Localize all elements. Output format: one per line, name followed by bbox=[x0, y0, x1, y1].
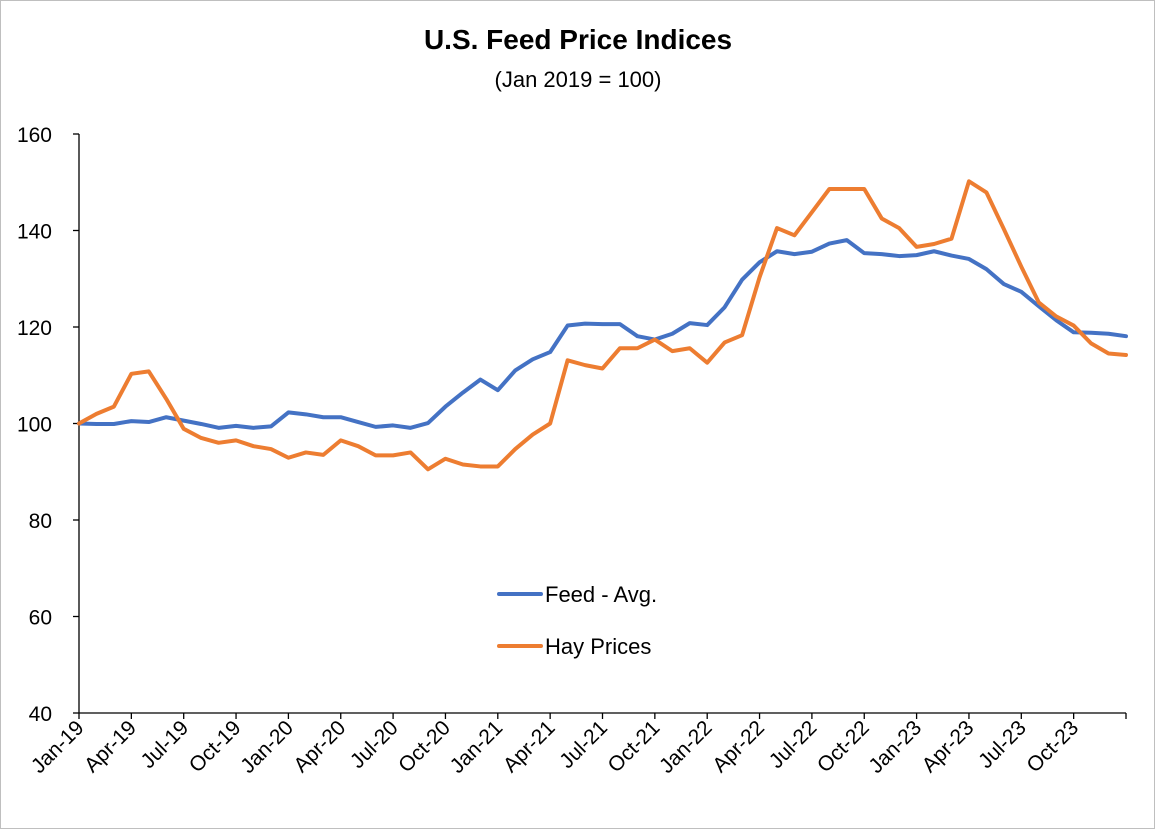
y-axis: 40 60 80 100 120 140 160 bbox=[17, 124, 80, 726]
x-tick-label: Oct-20 bbox=[394, 716, 455, 777]
y-tick-label: 160 bbox=[17, 124, 52, 147]
legend-label-feed-avg: Feed - Avg. bbox=[545, 582, 657, 607]
x-tick-label: Oct-19 bbox=[185, 716, 246, 777]
x-tick-label: Oct-23 bbox=[1022, 716, 1083, 777]
x-tick-label: Apr-20 bbox=[289, 716, 350, 777]
y-tick-label: 60 bbox=[29, 607, 52, 630]
x-axis: Jan-19Apr-19Jul-19Oct-19Jan-20Apr-20Jul-… bbox=[27, 712, 1127, 778]
x-tick-label: Jan-20 bbox=[236, 716, 298, 778]
series-line-hay-prices bbox=[77, 179, 1128, 472]
x-tick-label: Jul-23 bbox=[974, 716, 1031, 773]
x-tick-label: Jul-22 bbox=[765, 716, 822, 773]
series-line-feed-avg bbox=[77, 238, 1128, 430]
x-tick-label: Jul-19 bbox=[137, 716, 194, 773]
x-tick-label: Jan-23 bbox=[864, 716, 926, 778]
x-tick-label: Jul-21 bbox=[555, 716, 612, 773]
x-tick-label: Apr-21 bbox=[499, 716, 560, 777]
x-tick-label: Apr-22 bbox=[708, 716, 769, 777]
chart-title: U.S. Feed Price Indices bbox=[424, 24, 732, 55]
legend-label-hay-prices: Hay Prices bbox=[545, 634, 651, 659]
y-tick-label: 100 bbox=[17, 414, 52, 437]
x-tick-label: Apr-19 bbox=[80, 716, 141, 777]
series-layer bbox=[77, 179, 1128, 472]
y-tick-label: 140 bbox=[17, 221, 52, 244]
x-tick-label: Jul-20 bbox=[346, 716, 403, 773]
x-tick-label: Apr-23 bbox=[918, 716, 979, 777]
chart-subtitle: (Jan 2019 = 100) bbox=[495, 67, 662, 92]
x-tick-label: Jan-22 bbox=[655, 716, 717, 778]
legend: Feed - Avg. Hay Prices bbox=[497, 582, 657, 659]
y-tick-label: 120 bbox=[17, 317, 52, 340]
y-tick-label: 40 bbox=[29, 703, 52, 726]
x-tick-label: Oct-22 bbox=[813, 716, 874, 777]
x-tick-label: Oct-21 bbox=[604, 716, 665, 777]
x-tick-label: Jan-21 bbox=[446, 716, 508, 778]
y-tick-label: 80 bbox=[29, 510, 52, 533]
